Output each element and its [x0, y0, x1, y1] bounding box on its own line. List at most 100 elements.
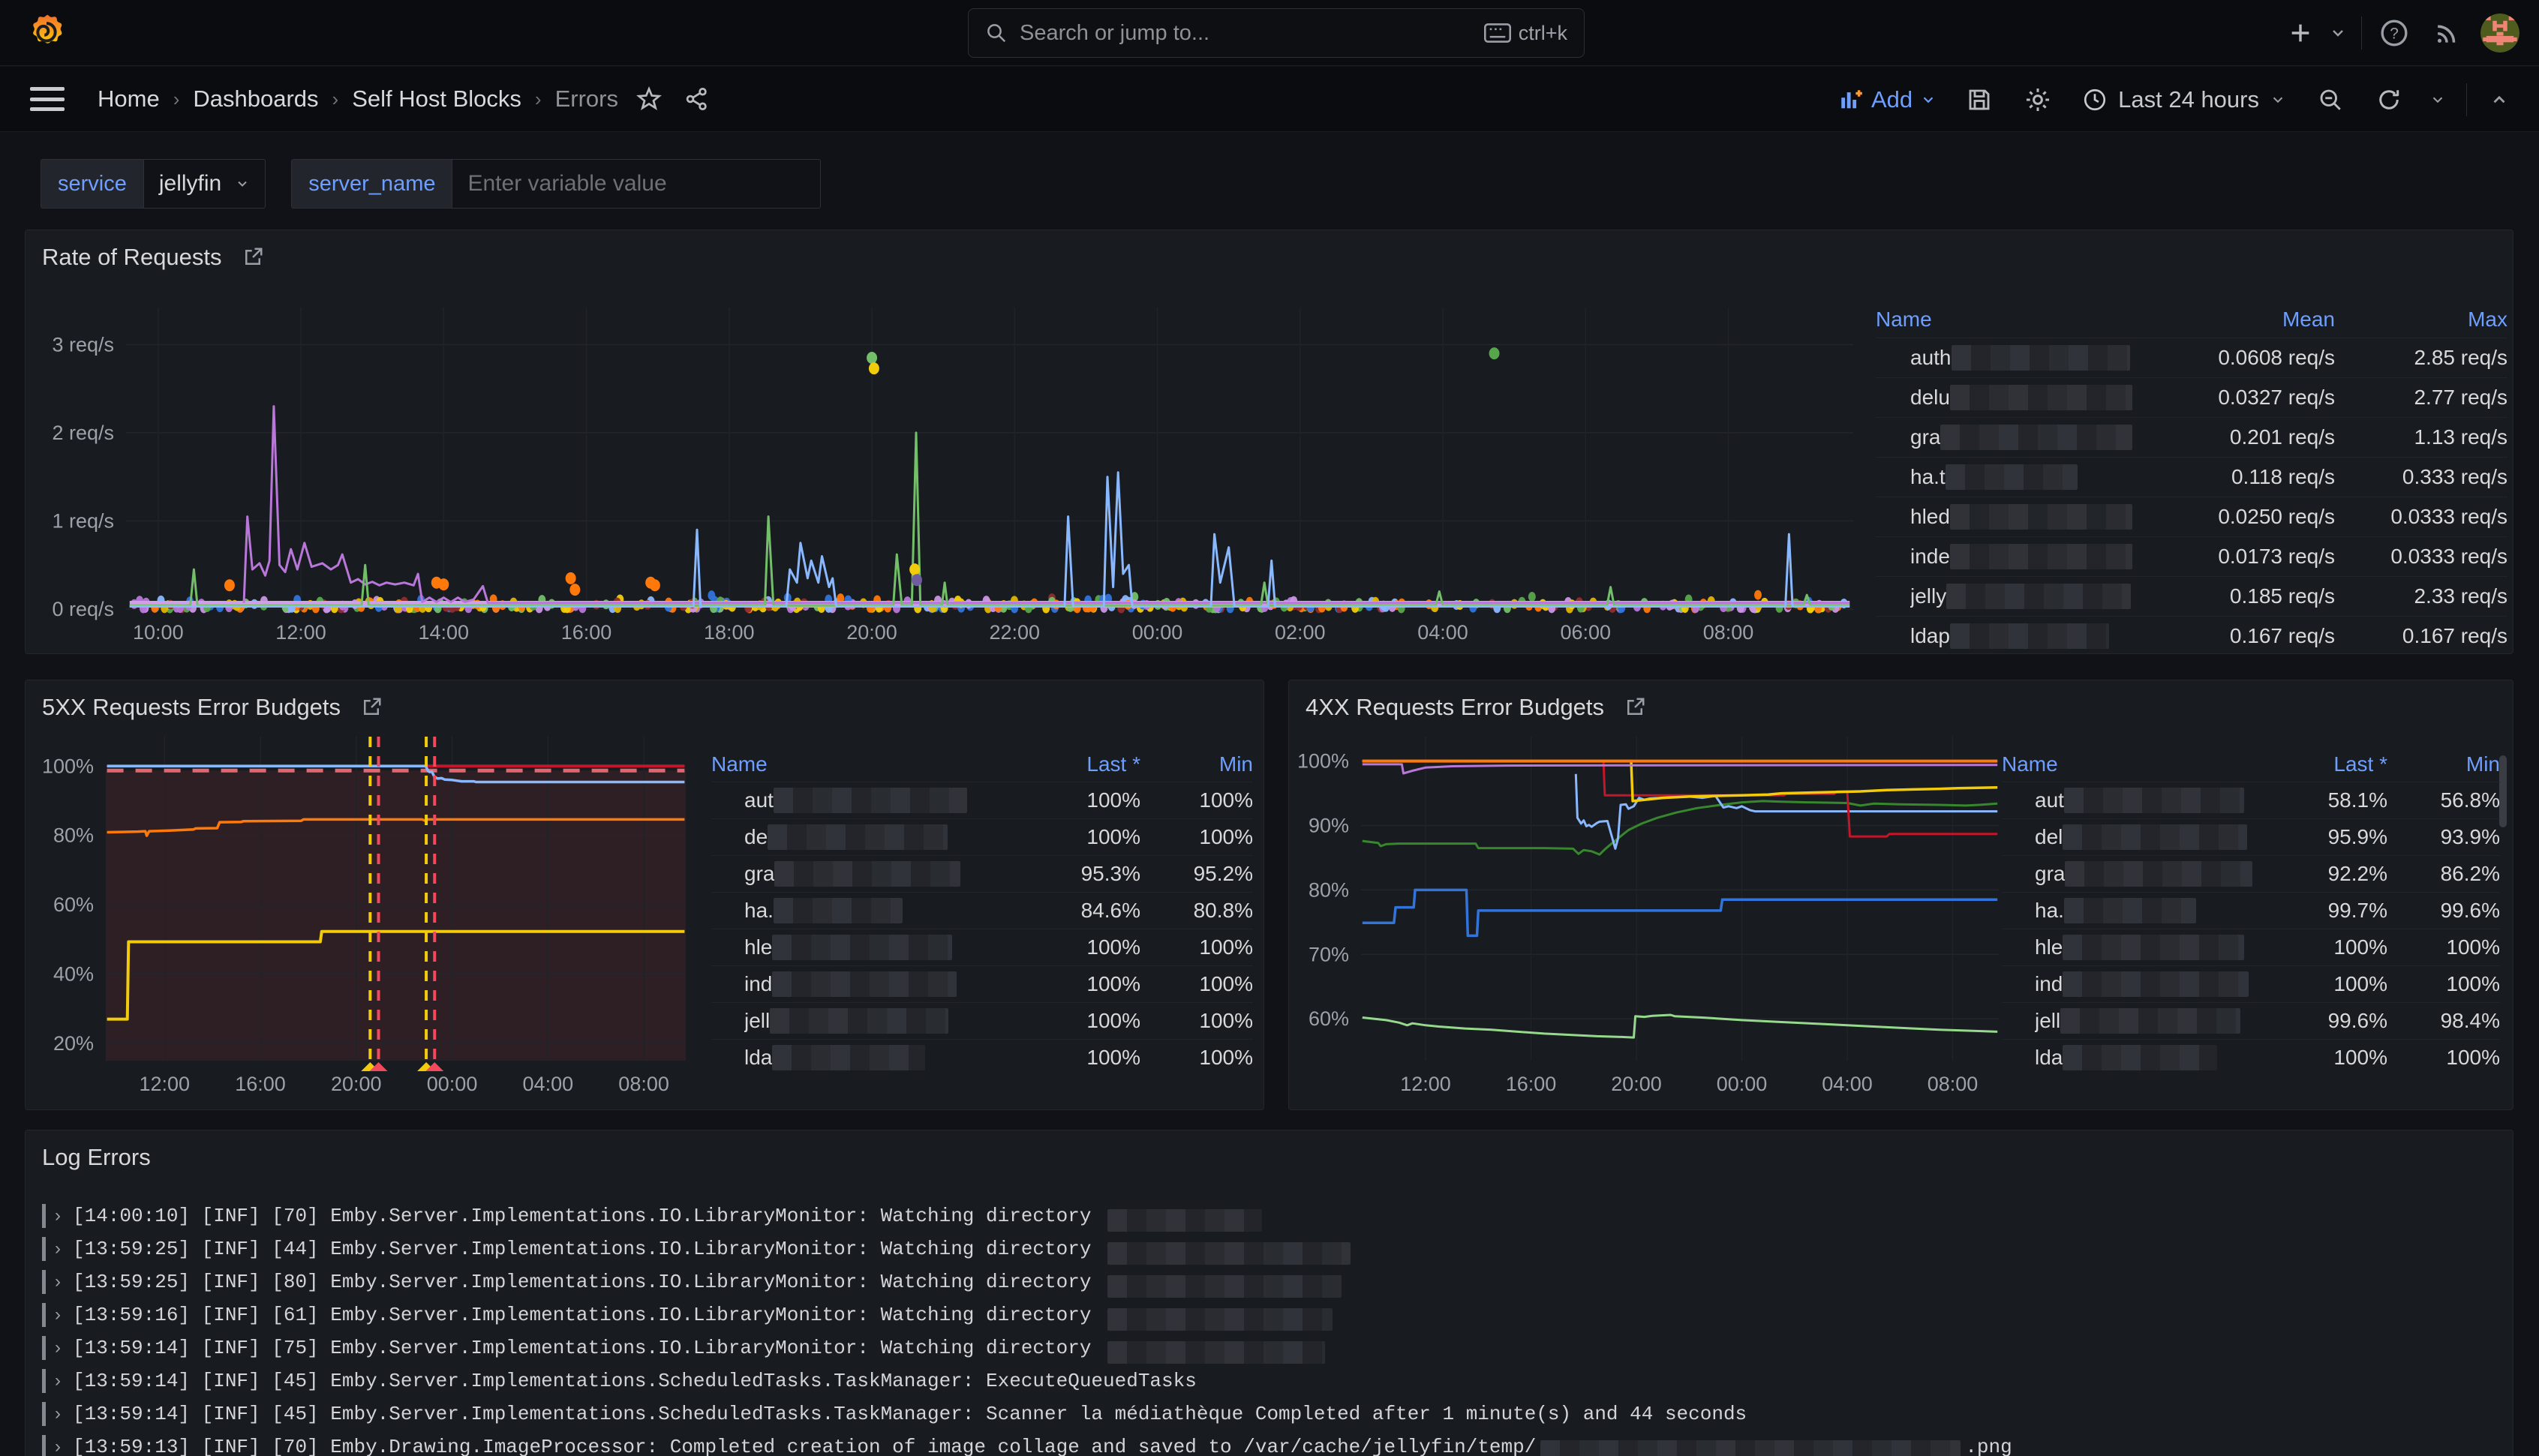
- series-name[interactable]: lda: [2035, 1045, 2252, 1070]
- series-name[interactable]: aut: [744, 788, 998, 813]
- series-name[interactable]: ind: [2035, 971, 2252, 997]
- legend-header[interactable]: Max: [2468, 308, 2507, 331]
- legend-row[interactable]: ha. 99.7% 99.6%: [2002, 892, 2500, 929]
- series-name[interactable]: lda: [744, 1045, 998, 1070]
- series-name[interactable]: ha.: [744, 898, 998, 923]
- legend-row[interactable]: aut 58.1% 56.8%: [2002, 782, 2500, 818]
- panel-title-4xx[interactable]: 4XX Requests Error Budgets: [1306, 694, 1646, 721]
- err4xx-legend[interactable]: Name Last * Min aut 58.1% 56.8% del 95.9% 93.9% g…: [2002, 747, 2500, 1076]
- legend-row[interactable]: gra 92.2% 86.2%: [2002, 855, 2500, 892]
- series-name[interactable]: ha.t: [1910, 464, 2132, 490]
- log-line[interactable]: › [13:59:25] [INF] [44] Emby.Server.Imple…: [42, 1232, 2498, 1265]
- log-line[interactable]: › [14:00:10] [INF] [70] Emby.Server.Imple…: [42, 1199, 2498, 1232]
- chart-err5[interactable]: 20% 40% 60% 80% 100% 12:00 16:00 20:00 00:00 04:0…: [34, 707, 698, 1103]
- log-rows[interactable]: › [14:00:10] [INF] [70] Emby.Server.Imple…: [42, 1199, 2498, 1456]
- legend-row[interactable]: jelly 0.185 req/s 2.33 req/s: [1876, 576, 2507, 616]
- log-line[interactable]: › [13:59:14] [INF] [75] Emby.Server.Imple…: [42, 1331, 2498, 1364]
- legend-row[interactable]: de 100% 100%: [711, 818, 1253, 855]
- series-name[interactable]: aut: [2035, 788, 2252, 813]
- legend-row[interactable]: ind 100% 100%: [711, 965, 1253, 1002]
- series-name[interactable]: jell: [744, 1008, 998, 1034]
- add-button[interactable]: Add: [1828, 76, 1947, 124]
- series-name[interactable]: jell: [2035, 1008, 2252, 1034]
- legend-row[interactable]: hle 100% 100%: [711, 929, 1253, 965]
- legend-row[interactable]: lda 100% 100%: [711, 1039, 1253, 1076]
- legend-row[interactable]: lda 100% 100%: [2002, 1039, 2500, 1076]
- legend-row[interactable]: aut 100% 100%: [711, 782, 1253, 818]
- log-expand-chevron-icon[interactable]: ›: [55, 1271, 61, 1292]
- legend-row[interactable]: ha. 84.6% 80.8%: [711, 892, 1253, 929]
- series-name[interactable]: ha.: [2035, 898, 2252, 923]
- series-name[interactable]: inde: [1910, 544, 2132, 569]
- series-name[interactable]: hled: [1910, 504, 2132, 530]
- legend-row[interactable]: hled 0.0250 req/s 0.0333 req/s: [1876, 497, 2507, 536]
- legend-scrollbar[interactable]: [2499, 755, 2507, 827]
- series-name[interactable]: hle: [744, 935, 998, 960]
- grafana-logo-icon[interactable]: [26, 12, 68, 54]
- log-expand-chevron-icon[interactable]: ›: [55, 1205, 61, 1226]
- log-line[interactable]: › [13:59:14] [INF] [45] Emby.Server.Imple…: [42, 1397, 2498, 1430]
- log-expand-chevron-icon[interactable]: ›: [55, 1436, 61, 1456]
- help-icon[interactable]: ?: [2368, 0, 2420, 66]
- zoom-out-icon[interactable]: [2304, 67, 2357, 133]
- favorite-star-icon[interactable]: [623, 66, 675, 132]
- legend-header[interactable]: Min: [2465, 752, 2500, 776]
- refresh-icon[interactable]: [2363, 67, 2415, 133]
- log-expand-chevron-icon[interactable]: ›: [55, 1238, 61, 1259]
- series-name[interactable]: del: [2035, 824, 2252, 850]
- series-name[interactable]: de: [744, 824, 998, 850]
- log-expand-chevron-icon[interactable]: ›: [55, 1337, 61, 1358]
- log-expand-chevron-icon[interactable]: ›: [55, 1370, 61, 1391]
- series-name[interactable]: ldap: [1910, 623, 2132, 649]
- legend-row[interactable]: auth 0.0608 req/s 2.85 req/s: [1876, 338, 2507, 377]
- legend-header[interactable]: Last *: [2333, 752, 2387, 776]
- legend-row[interactable]: delu 0.0327 req/s 2.77 req/s: [1876, 377, 2507, 417]
- legend-row[interactable]: jell 100% 100%: [711, 1002, 1253, 1039]
- new-dropdown-chevron-icon[interactable]: [2321, 0, 2355, 66]
- log-line[interactable]: › [13:59:14] [INF] [45] Emby.Server.Imple…: [42, 1364, 2498, 1397]
- legend-header[interactable]: Name: [711, 752, 768, 776]
- log-line[interactable]: › [13:59:25] [INF] [80] Emby.Server.Imple…: [42, 1265, 2498, 1298]
- legend-row[interactable]: inde 0.0173 req/s 0.0333 req/s: [1876, 536, 2507, 576]
- search-input[interactable]: Search or jump to... ctrl+k: [968, 8, 1585, 58]
- legend-row[interactable]: del 95.9% 93.9%: [2002, 818, 2500, 855]
- legend-header[interactable]: Mean: [2282, 308, 2335, 331]
- legend-row[interactable]: ha.t 0.118 req/s 0.333 req/s: [1876, 457, 2507, 497]
- new-button[interactable]: [2280, 0, 2321, 66]
- refresh-interval-chevron-icon[interactable]: [2421, 67, 2454, 133]
- breadcrumb-item[interactable]: Dashboards: [193, 86, 319, 112]
- settings-gear-icon[interactable]: [2012, 67, 2064, 133]
- panel-title-rate[interactable]: Rate of Requests: [42, 244, 264, 271]
- share-icon[interactable]: [671, 66, 723, 132]
- log-line[interactable]: › [13:59:16] [INF] [61] Emby.Server.Imple…: [42, 1298, 2498, 1331]
- legend-header[interactable]: Name: [1876, 308, 1932, 331]
- legend-header[interactable]: Name: [2002, 752, 2058, 776]
- legend-row[interactable]: ldap 0.167 req/s 0.167 req/s: [1876, 616, 2507, 656]
- legend-row[interactable]: ind 100% 100%: [2002, 965, 2500, 1002]
- chart-err4[interactable]: 60% 70% 80% 90% 100% 12:00 16:00 20:00 00:00 04:0…: [1297, 707, 2011, 1103]
- breadcrumb-item[interactable]: Self Host Blocks: [352, 86, 521, 112]
- variable-server-name-input[interactable]: [452, 159, 822, 209]
- series-name[interactable]: jelly: [1910, 584, 2132, 609]
- panel-title-5xx[interactable]: 5XX Requests Error Budgets: [42, 694, 383, 721]
- legend-row[interactable]: gra 0.201 req/s 1.13 req/s: [1876, 417, 2507, 457]
- variable-service-select[interactable]: jellyfin: [143, 159, 266, 209]
- series-name[interactable]: gra: [1910, 425, 2132, 450]
- log-expand-chevron-icon[interactable]: ›: [55, 1304, 61, 1325]
- collapse-chevron-up-icon[interactable]: [2479, 67, 2519, 133]
- time-range-picker[interactable]: Last 24 hours: [2070, 76, 2298, 124]
- err5xx-legend[interactable]: Name Last * Min aut 100% 100% de 100% 100% gra 95.…: [711, 747, 1253, 1076]
- series-name[interactable]: ind: [744, 971, 998, 997]
- legend-header[interactable]: Min: [1218, 752, 1253, 776]
- series-name[interactable]: delu: [1910, 385, 2132, 410]
- legend-header[interactable]: Last *: [1086, 752, 1140, 776]
- series-name[interactable]: gra: [2035, 861, 2252, 887]
- log-line[interactable]: › [13:59:13] [INF] [70] Emby.Drawing.Imag…: [42, 1430, 2498, 1456]
- series-name[interactable]: hle: [2035, 935, 2252, 960]
- news-rss-icon[interactable]: [2420, 0, 2473, 66]
- legend-row[interactable]: jell 99.6% 98.4%: [2002, 1002, 2500, 1039]
- rate-legend[interactable]: Name Mean Max auth 0.0608 req/s 2.85 req/s del…: [1876, 302, 2507, 656]
- breadcrumb-item[interactable]: Home: [98, 86, 160, 112]
- legend-row[interactable]: hle 100% 100%: [2002, 929, 2500, 965]
- save-dashboard-icon[interactable]: [1953, 67, 2006, 133]
